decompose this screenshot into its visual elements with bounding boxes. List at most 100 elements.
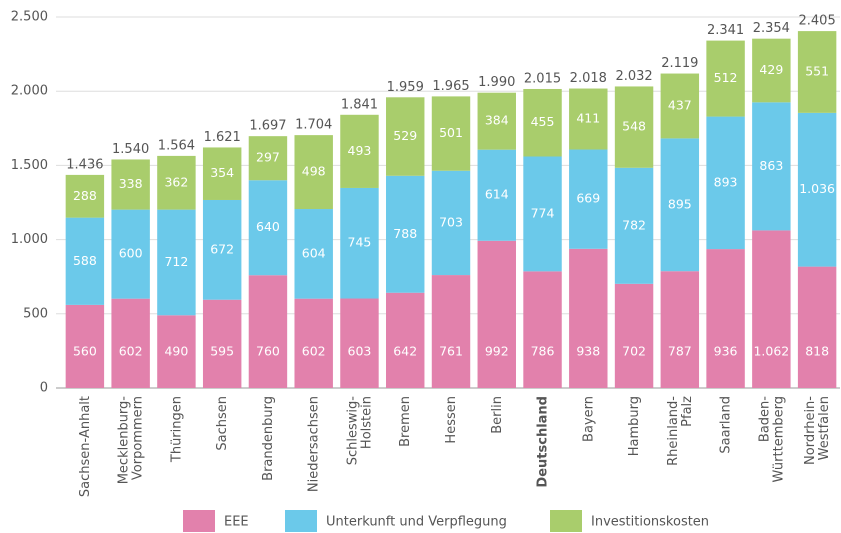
x-tick-label: Bremen <box>398 396 413 447</box>
x-tick-label-text: Hamburg <box>627 396 642 456</box>
bar-segment <box>202 147 242 200</box>
bar-segment <box>386 292 425 388</box>
x-tick-label-text: Niedersachsen <box>306 396 321 492</box>
value-label: 498 <box>302 164 326 179</box>
bar-segment <box>797 112 837 267</box>
legend-swatch <box>285 510 317 532</box>
bar-segment <box>752 38 791 103</box>
bar-segment <box>248 136 288 181</box>
value-label: 642 <box>393 344 417 359</box>
bar-segment <box>752 230 791 388</box>
x-tick-label: Deutschland <box>535 396 550 488</box>
x-tick-label-text: Thüringen <box>169 396 184 463</box>
bar-segment <box>340 298 379 388</box>
bar-segment <box>614 283 654 388</box>
x-tick-label: Thüringen <box>169 396 184 463</box>
value-label: 672 <box>210 241 234 256</box>
value-label: 512 <box>714 70 738 85</box>
bar-segment <box>340 114 379 188</box>
x-tick-label: Schleswig-Holstein <box>345 396 374 466</box>
bar-segment <box>614 167 654 284</box>
bar-segment <box>706 249 745 388</box>
bar-segment <box>523 271 562 388</box>
x-tick-label-text: Hessen <box>444 396 459 444</box>
total-label: 2.354 <box>753 21 790 36</box>
value-label: 893 <box>714 174 738 189</box>
value-label: 455 <box>531 114 555 129</box>
bar-segment <box>569 149 608 249</box>
bar-segment <box>660 73 700 139</box>
bar-segment <box>569 88 608 150</box>
x-tick-label: Niedersachsen <box>306 396 321 492</box>
bar-segment <box>477 149 516 241</box>
value-label: 702 <box>622 344 646 359</box>
x-tick-label-text: Rheinland-Pfalz <box>665 396 694 466</box>
bar-segment <box>477 240 516 388</box>
bar-segment <box>202 299 242 388</box>
x-tick-label: Brandenburg <box>260 396 275 481</box>
total-label: 1.841 <box>341 97 378 112</box>
bar-segment <box>386 97 425 176</box>
y-tick-label: 1.000 <box>11 232 48 247</box>
total-label: 1.540 <box>112 142 149 157</box>
bar-segment <box>248 275 288 388</box>
bar-segment <box>111 209 150 299</box>
bar-segment <box>706 40 745 117</box>
value-label: 501 <box>439 125 463 140</box>
x-tick-label-text: Schleswig-Holstein <box>345 396 374 466</box>
x-tick-label: Sachsen <box>215 396 230 451</box>
bar-segment <box>202 199 242 300</box>
total-label: 1.965 <box>432 79 469 94</box>
value-label: 437 <box>668 97 692 112</box>
value-label: 774 <box>531 205 555 220</box>
total-label: 1.990 <box>478 75 515 90</box>
bar-segment <box>614 86 654 168</box>
value-label: 551 <box>805 63 829 78</box>
legend-label: Unterkunft und Verpflegung <box>326 515 507 530</box>
x-tick-label-text: Sachsen-Anhalt <box>77 396 92 497</box>
x-tick-label: Rheinland-Pfalz <box>665 396 694 466</box>
bar-segment <box>294 135 333 210</box>
bar-segment <box>477 92 516 150</box>
value-label: 782 <box>622 217 646 232</box>
value-label: 588 <box>73 253 97 268</box>
value-label: 745 <box>348 235 372 250</box>
value-label: 1.036 <box>799 181 835 196</box>
value-label: 384 <box>485 113 509 128</box>
x-tick-label: Berlin <box>489 396 504 434</box>
value-label: 429 <box>759 62 783 77</box>
legend-swatch <box>183 510 215 532</box>
value-label: 297 <box>256 150 280 165</box>
bar-segment <box>523 156 562 272</box>
x-tick-label: Mecklenburg-Vorpommern <box>116 396 145 485</box>
value-label: 604 <box>302 245 326 260</box>
x-tick-label-text: Bremen <box>398 396 413 447</box>
value-label: 560 <box>73 344 97 359</box>
legend-swatch <box>550 510 582 532</box>
value-label: 761 <box>439 344 463 359</box>
x-tick-label-text: Nordrhein-Westfalen <box>803 396 832 465</box>
value-label: 362 <box>164 174 188 189</box>
x-tick-label-text: Berlin <box>489 396 504 434</box>
value-label: 992 <box>485 344 509 359</box>
total-label: 1.436 <box>66 157 103 172</box>
y-tick-label: 2.000 <box>11 84 48 99</box>
value-label: 863 <box>759 158 783 173</box>
value-label: 493 <box>348 143 372 158</box>
bar-segment <box>386 175 425 293</box>
value-label: 787 <box>668 344 692 359</box>
bar-segment <box>111 159 150 210</box>
value-label: 338 <box>119 176 143 191</box>
value-label: 600 <box>119 246 143 261</box>
value-label: 936 <box>714 344 738 359</box>
x-tick-label: Nordrhein-Westfalen <box>803 396 832 465</box>
total-label: 2.405 <box>799 14 836 29</box>
x-tick-label: Sachsen-Anhalt <box>77 396 92 497</box>
legend-label: Investitionskosten <box>591 515 709 530</box>
x-tick-label-text: Deutschland <box>535 396 550 488</box>
total-label: 1.704 <box>295 118 332 133</box>
y-tick-label: 0 <box>40 381 48 396</box>
value-label: 760 <box>256 344 280 359</box>
value-label: 895 <box>668 196 692 211</box>
